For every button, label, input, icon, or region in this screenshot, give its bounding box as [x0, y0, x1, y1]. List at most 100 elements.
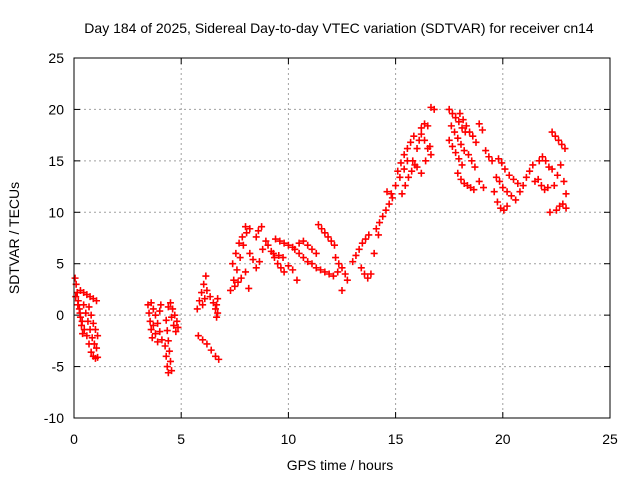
data-point	[203, 286, 211, 294]
data-point	[458, 124, 466, 132]
data-point	[170, 321, 178, 329]
data-point	[557, 161, 565, 169]
data-point	[457, 175, 465, 183]
x-tick-label: 15	[388, 431, 404, 447]
data-point	[156, 307, 164, 315]
data-point	[239, 241, 247, 249]
data-point	[445, 136, 453, 144]
data-point	[535, 157, 543, 165]
data-point	[259, 245, 267, 253]
data-point	[365, 231, 373, 239]
data-point	[330, 241, 338, 249]
data-point	[93, 297, 101, 305]
data-point	[544, 184, 552, 192]
data-point	[397, 159, 405, 167]
data-point	[460, 147, 468, 155]
data-point	[91, 326, 99, 334]
data-point	[499, 184, 507, 192]
data-point	[255, 258, 263, 266]
data-point	[355, 245, 363, 253]
data-point	[166, 357, 174, 365]
data-point	[269, 249, 277, 257]
data-point	[468, 157, 476, 165]
data-point	[526, 167, 534, 175]
data-point	[201, 295, 209, 303]
data-point	[516, 188, 524, 196]
data-point	[343, 276, 351, 284]
data-point	[214, 309, 222, 317]
data-point	[400, 151, 408, 159]
data-point	[470, 186, 478, 194]
data-point	[469, 132, 477, 140]
data-point	[242, 268, 250, 276]
data-point	[262, 237, 270, 245]
data-point	[235, 239, 243, 247]
data-point	[334, 268, 342, 276]
data-point	[156, 328, 164, 336]
x-tick-label: 5	[177, 431, 185, 447]
data-point	[413, 163, 421, 171]
data-point	[213, 301, 221, 309]
data-point	[327, 237, 335, 245]
data-point	[421, 136, 429, 144]
data-point	[332, 254, 340, 262]
data-point	[158, 336, 166, 344]
data-point	[206, 293, 214, 301]
data-point	[238, 233, 246, 241]
data-point	[164, 337, 172, 345]
data-point	[258, 223, 266, 231]
data-point	[485, 153, 493, 161]
data-point	[445, 105, 453, 113]
data-point	[329, 272, 337, 280]
data-point	[213, 313, 221, 321]
data-point	[383, 188, 391, 196]
data-point	[212, 305, 220, 313]
data-point	[289, 266, 297, 274]
data-point	[352, 251, 360, 259]
data-point	[146, 317, 154, 325]
data-point	[503, 188, 511, 196]
data-point	[312, 249, 320, 257]
data-point	[559, 200, 567, 208]
data-point	[200, 280, 208, 288]
data-point	[215, 355, 223, 363]
data-point	[388, 194, 396, 202]
data-point	[374, 231, 382, 239]
data-point	[162, 352, 170, 360]
data-point	[154, 338, 162, 346]
data-point	[500, 206, 508, 214]
y-tick-label: 5	[56, 256, 64, 272]
tick-labels: 0 5 10 15 20 25 -10 -5 0 5 10 15 20 25	[44, 50, 618, 447]
data-point	[202, 272, 210, 280]
data-point	[280, 239, 288, 247]
data-point	[304, 241, 312, 249]
data-point	[230, 276, 238, 284]
data-point	[562, 204, 570, 212]
y-tick-label: -5	[52, 359, 65, 375]
data-point	[400, 165, 408, 173]
data-point	[227, 286, 235, 294]
data-point	[551, 132, 559, 140]
data-point	[276, 237, 284, 245]
x-tick-label: 20	[495, 431, 511, 447]
data-point	[457, 140, 465, 148]
data-point	[426, 142, 434, 150]
data-point	[199, 301, 207, 309]
data-point	[448, 142, 456, 150]
data-point	[321, 229, 329, 237]
data-point	[493, 198, 501, 206]
data-point	[199, 336, 207, 344]
grid-lines	[74, 58, 610, 418]
data-point	[154, 319, 162, 327]
data-point	[562, 190, 570, 198]
data-point	[361, 270, 369, 278]
data-point	[151, 330, 159, 338]
data-point	[396, 173, 404, 181]
data-point	[249, 256, 257, 264]
data-point	[291, 245, 299, 253]
data-point	[79, 330, 87, 338]
data-point	[232, 249, 240, 257]
data-point	[275, 251, 283, 259]
data-point	[422, 157, 430, 165]
y-tick-label: 15	[48, 153, 64, 169]
